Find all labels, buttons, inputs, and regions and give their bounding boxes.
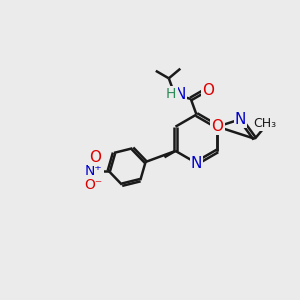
Text: N: N bbox=[191, 155, 202, 170]
Text: O: O bbox=[212, 119, 224, 134]
Text: CH₃: CH₃ bbox=[254, 117, 277, 130]
Text: N⁺: N⁺ bbox=[85, 164, 103, 178]
Text: O: O bbox=[202, 83, 214, 98]
Text: H: H bbox=[166, 87, 176, 101]
Text: O: O bbox=[89, 150, 101, 165]
Text: N: N bbox=[174, 87, 185, 102]
Text: N: N bbox=[235, 112, 246, 127]
Text: O⁻: O⁻ bbox=[85, 178, 103, 192]
